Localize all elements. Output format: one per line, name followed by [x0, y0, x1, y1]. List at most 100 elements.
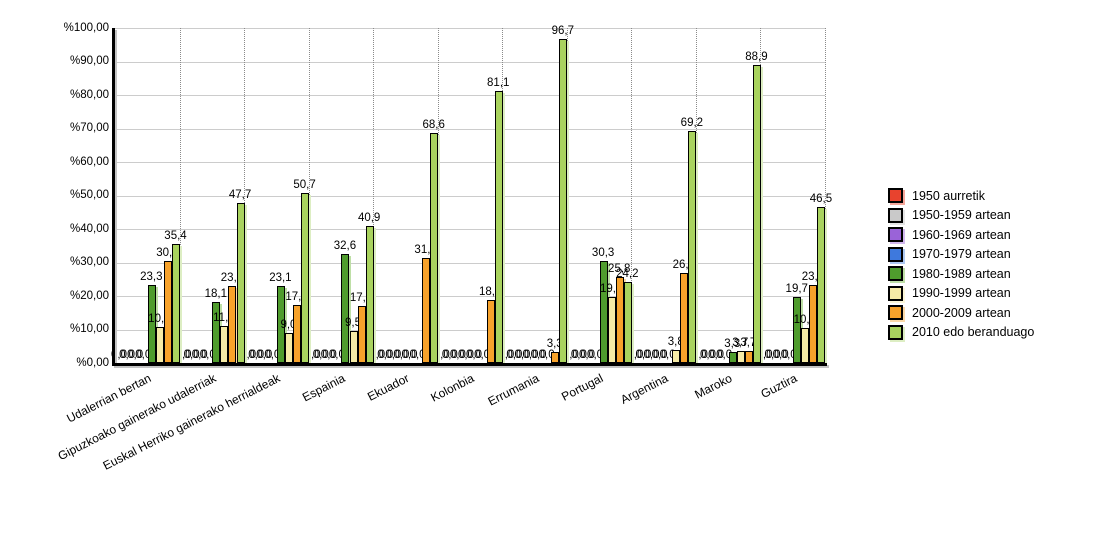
bar-value-label: 0,0: [320, 349, 337, 361]
gridline: [115, 229, 825, 230]
group-separator: [373, 28, 375, 363]
bar-value-label: 0,0: [659, 349, 676, 361]
bar-value-label: 31,4: [414, 243, 437, 256]
bar-value-label: 3,8: [667, 336, 684, 349]
bar-value-label: 69,2: [680, 117, 704, 130]
bar-value-label: 0,0: [328, 349, 345, 361]
legend-item: 1950-1959 artean: [888, 206, 1034, 226]
bar: [793, 297, 802, 363]
bar-value-label: 0,0: [385, 349, 402, 361]
bar-value-label: 0,0: [127, 349, 144, 361]
legend-swatch: [888, 207, 903, 223]
bar: [623, 281, 632, 363]
bar: [559, 39, 568, 363]
bar-value-label: 9,5: [345, 317, 361, 330]
bar-value-label: 26,9: [672, 258, 695, 271]
bar: [293, 305, 302, 363]
bar-value-label: 0,0: [409, 349, 426, 361]
bar-value-label: 30,5: [156, 246, 179, 259]
bar-value-label: 3,3: [724, 337, 741, 350]
bar-value-label: 0,0: [191, 349, 208, 361]
bar-value-label: 0,0: [256, 349, 273, 361]
bar-value-label: 0,0: [457, 349, 474, 361]
group-separator: [566, 28, 568, 363]
bar-value-label: 32,6: [333, 239, 357, 252]
bar-value-label: 17,0: [349, 292, 373, 305]
bar: [422, 257, 431, 363]
bar: [220, 325, 229, 363]
legend-item: 1990-1999 artean: [888, 284, 1034, 304]
bar: [147, 284, 156, 363]
bar-value-label: 0,0: [401, 349, 418, 361]
y-axis-tick-label: %20,00: [69, 289, 109, 302]
bar-value-label: 0,0: [522, 349, 539, 361]
bar-value-label: 0,0: [111, 349, 128, 361]
bar-value-label: 0,0: [708, 349, 725, 361]
bar-value-label: 23,4: [801, 270, 825, 283]
bar-value-label: 18,1: [204, 288, 228, 301]
y-axis-tick-label: %80,00: [69, 88, 109, 101]
bar-value-label: 23,1: [220, 271, 244, 284]
bar-value-label: 3,7: [740, 336, 757, 349]
bar-value-label: 0,0: [587, 349, 604, 361]
bar: [752, 65, 761, 363]
bar: [341, 253, 350, 363]
bar-value-label: 0,0: [449, 349, 466, 361]
y-axis-tick-label: %30,00: [69, 256, 109, 268]
bar-value-label: 18,9: [478, 285, 502, 298]
gridline: [115, 28, 825, 29]
bar: [349, 331, 358, 363]
bar-value-label: 0,0: [312, 349, 329, 361]
bar: [494, 91, 503, 363]
bar-value-label: 0,0: [199, 349, 216, 361]
gridline: [115, 329, 825, 331]
bar: [817, 207, 826, 363]
bar: [276, 285, 285, 363]
bar: [301, 193, 310, 363]
bar-value-label: 0,0: [183, 349, 200, 361]
y-axis-line: [112, 28, 115, 366]
gridline: [115, 128, 825, 130]
bar-value-label: 9,0: [280, 318, 297, 331]
legend-swatch: [888, 188, 903, 204]
group-separator: [760, 28, 762, 363]
bar-value-label: 25,8: [608, 262, 631, 275]
bar: [163, 260, 172, 363]
bar-value-label: 88,9: [745, 51, 768, 64]
gridline: [115, 296, 825, 297]
bar-value-label: 81,1: [487, 77, 510, 90]
bar-value-label: 0,0: [651, 349, 668, 361]
bar-value-label: 0,0: [530, 349, 547, 361]
bar-value-label: 0,0: [780, 349, 797, 361]
bar-value-label: 23,1: [269, 271, 292, 284]
bar-value-label: 50,7: [293, 179, 316, 192]
legend: 1950 aurretik 1950-1959 artean 1960-1969 a…: [888, 186, 1034, 342]
legend-label: 2000-2009 artean: [912, 305, 1011, 320]
bar-value-label: 30,3: [591, 247, 615, 260]
bar-value-label: 0,0: [635, 349, 652, 361]
group-separator: [437, 28, 439, 363]
bar: [212, 302, 221, 363]
bar: [599, 261, 608, 363]
bar: [688, 131, 697, 363]
bar-value-label: 0,0: [700, 349, 716, 361]
legend-label: 1980-1989 artean: [912, 266, 1011, 281]
bar-value-label: 0,0: [441, 349, 458, 361]
bar: [236, 203, 245, 363]
legend-label: 2010 edo beranduago: [912, 325, 1035, 340]
bar-value-label: 0,0: [506, 349, 523, 361]
bar-value-label: 0,0: [135, 349, 152, 361]
legend-item: 2000-2009 artean: [888, 303, 1034, 323]
bar-value-label: 0,0: [643, 349, 660, 361]
bar: [744, 350, 753, 363]
bar-value-label: 3,7: [732, 336, 749, 349]
bar-value-label: 0,0: [578, 349, 595, 361]
bar-value-label: 0,0: [764, 349, 781, 361]
gridline: [115, 162, 825, 163]
group-separator: [631, 28, 633, 363]
bar: [728, 351, 737, 363]
legend-swatch: [888, 227, 903, 243]
group-separator: [502, 28, 504, 363]
